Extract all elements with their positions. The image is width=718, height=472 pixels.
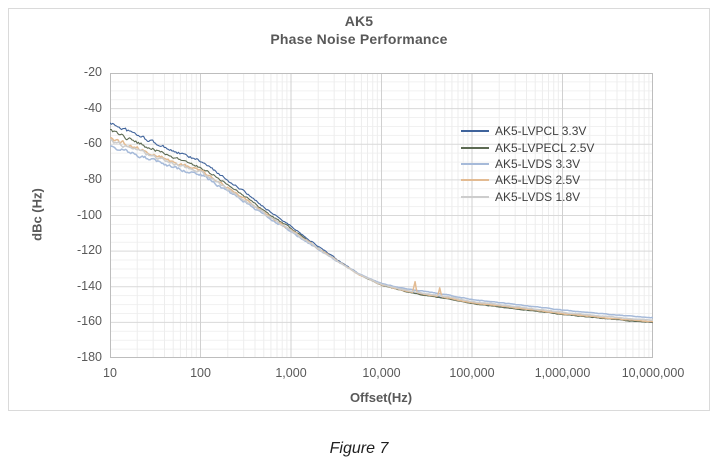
x-axis-title: Offset(Hz) xyxy=(349,390,413,405)
x-tick-label: 10,000,000 xyxy=(621,366,685,380)
legend-label: AK5-LVDS 3.3V xyxy=(495,156,581,171)
legend-label: AK5-LVDS 1.8V xyxy=(495,189,581,204)
x-tick-label: 10,000 xyxy=(362,366,401,380)
y-tick-label: -20 xyxy=(83,65,102,79)
x-tick-label: 1,000 xyxy=(275,366,307,380)
legend-item: AK5-LVDS 2.5V xyxy=(461,172,594,188)
series-line-swatch xyxy=(461,146,489,149)
chart-subtitle: Phase Noise Performance xyxy=(270,31,448,47)
chart-legend: AK5-LVPCL 3.3V AK5-LVPECL 2.5V AK5-LVDS … xyxy=(461,123,594,205)
y-axis-title: dBc (Hz) xyxy=(29,188,45,241)
legend-label: AK5-LVPECL 2.5V xyxy=(495,140,595,155)
y-tick-label: -160 xyxy=(76,314,102,329)
series-line-swatch xyxy=(461,130,489,133)
x-tick-label: 10 xyxy=(103,366,117,380)
legend-item: AK5-LVPCL 3.3V xyxy=(461,123,594,139)
x-tick-label: 100,000 xyxy=(449,366,495,380)
y-tick-label: -100 xyxy=(76,207,102,222)
legend-item: AK5-LVDS 1.8V xyxy=(461,189,594,205)
legend-item: AK5-LVPECL 2.5V xyxy=(461,139,594,155)
y-tick-label: -120 xyxy=(76,243,102,258)
series-line-swatch xyxy=(461,162,489,165)
x-tick-label: 1,000,000 xyxy=(534,366,591,380)
y-tick-label: -60 xyxy=(83,136,102,151)
chart-title: AK5 xyxy=(344,13,374,29)
y-tick-label: -80 xyxy=(83,171,102,186)
legend-label: AK5-LVDS 2.5V xyxy=(495,173,581,188)
y-tick-label: -40 xyxy=(83,100,102,115)
x-tick-label: 100 xyxy=(190,366,211,380)
legend-item: AK5-LVDS 3.3V xyxy=(461,156,594,172)
legend-label: AK5-LVPCL 3.3V xyxy=(495,124,587,139)
figure-caption: Figure 7 xyxy=(329,440,389,457)
series-line-swatch xyxy=(461,195,489,198)
chart-frame xyxy=(8,8,710,411)
y-tick-label: -140 xyxy=(76,278,102,293)
y-tick-label: -180 xyxy=(76,350,102,364)
phase-noise-plot xyxy=(110,73,653,358)
series-line-swatch xyxy=(461,179,489,182)
